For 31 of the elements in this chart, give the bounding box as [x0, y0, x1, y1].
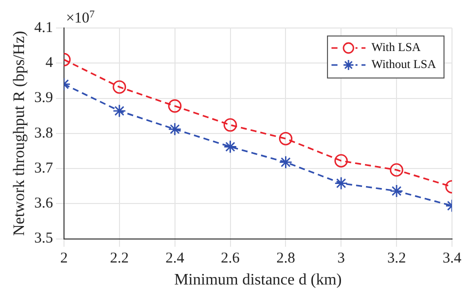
- y-tick-label: 3.9: [34, 90, 53, 106]
- point: [112, 104, 126, 118]
- x-tick-label: 2.8: [276, 250, 296, 267]
- x-axis-title: Minimum distance d (km): [174, 272, 342, 289]
- legend-label: Without LSA: [371, 57, 436, 72]
- point: [224, 118, 237, 132]
- point: [224, 140, 237, 154]
- point: [278, 132, 292, 146]
- x-tick-label: 2.2: [110, 250, 129, 267]
- y-tick-label: 3.7: [34, 160, 54, 176]
- x-tick-label: 3: [337, 250, 345, 267]
- y-axis-title: Network throughput R (bps/Hz): [10, 30, 28, 236]
- point: [168, 99, 182, 113]
- y-tick-label: 4.1: [34, 20, 53, 36]
- y-tick-label: 3.5: [34, 230, 53, 247]
- point: [168, 122, 182, 136]
- point: [112, 80, 126, 94]
- x-tick-label: 3.4: [442, 250, 462, 267]
- legend-label: With LSA: [371, 40, 421, 54]
- y-tick-label: 3.6: [34, 196, 54, 212]
- y-tick-label: 4: [45, 55, 54, 72]
- x-tick-label: 2.6: [220, 250, 240, 267]
- point: [390, 184, 404, 198]
- point: [334, 176, 348, 190]
- x-tick-label: 2: [60, 250, 68, 267]
- point: [278, 156, 292, 169]
- x-tick-label: 2.4: [165, 250, 185, 267]
- point: [334, 154, 348, 168]
- point: [390, 163, 404, 177]
- y-tick-label: 3.8: [34, 125, 53, 142]
- x-tick-label: 3.2: [387, 250, 406, 267]
